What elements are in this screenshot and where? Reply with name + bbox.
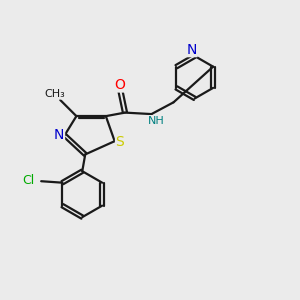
Text: N: N	[187, 43, 197, 57]
Text: S: S	[116, 135, 124, 149]
Text: O: O	[114, 78, 125, 92]
Text: CH₃: CH₃	[44, 89, 65, 99]
Text: NH: NH	[148, 116, 164, 126]
Text: N: N	[54, 128, 64, 142]
Text: Cl: Cl	[22, 174, 35, 187]
